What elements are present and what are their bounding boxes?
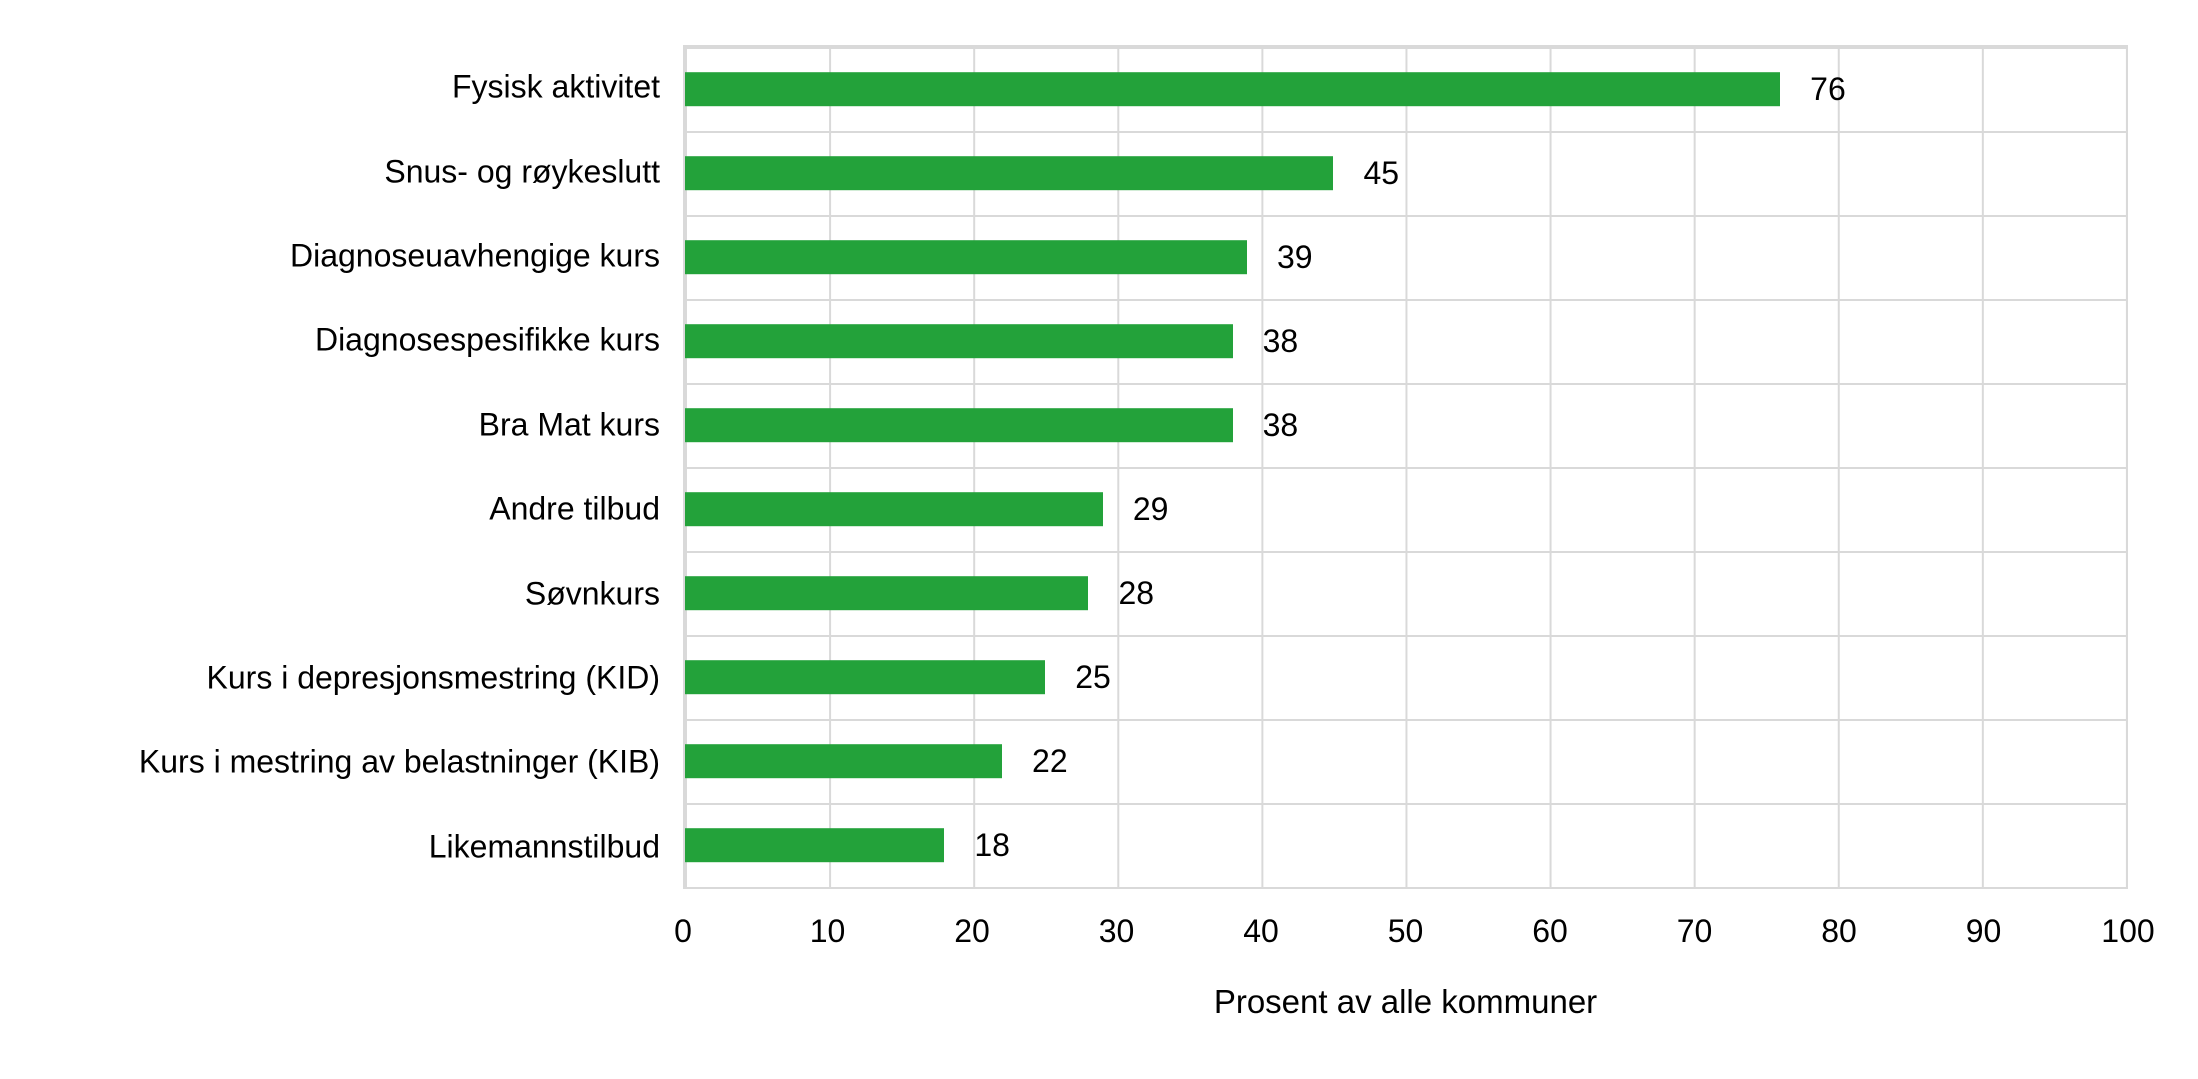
category-label: Bra Mat kurs xyxy=(478,406,660,443)
value-label: 22 xyxy=(1032,743,1068,779)
bar xyxy=(685,744,1003,778)
bar xyxy=(685,828,945,862)
value-label: 29 xyxy=(1132,491,1169,527)
value-label: 28 xyxy=(1118,575,1155,611)
category-label: Søvnkurs xyxy=(524,575,660,612)
plot-area: 76 45 39 38 38 29 28 25 22 18 xyxy=(683,45,2128,889)
x-axis-title: Prosent av alle kommuner xyxy=(1213,983,1598,1020)
value-label: 76 xyxy=(1810,71,1846,107)
category-label: Fysisk aktivitet xyxy=(451,68,660,105)
category-label: Diagnoseuavhengige kurs xyxy=(289,237,660,274)
value-label: 45 xyxy=(1363,155,1400,191)
category-label: Kurs i depresjonsmestring (KID) xyxy=(206,659,660,696)
category-axis-labels: Fysisk aktivitet Snus- og røykeslutt Diagn… xyxy=(0,45,660,889)
value-label: 38 xyxy=(1262,323,1299,359)
x-tick-label: 20 xyxy=(954,913,990,949)
x-tick-label: 80 xyxy=(1821,913,1857,949)
category-label: Snus- og røykeslutt xyxy=(384,153,660,190)
bar xyxy=(685,156,1334,190)
value-label: 25 xyxy=(1075,659,1111,695)
bar xyxy=(685,72,1781,106)
x-tick-label: 0 xyxy=(674,913,692,949)
value-label: 38 xyxy=(1262,407,1299,443)
x-tick-label: 70 xyxy=(1676,913,1713,949)
category-label: Kurs i mestring av belastninger (KIB) xyxy=(138,743,660,780)
x-tick-label: 50 xyxy=(1387,913,1424,949)
value-label: 39 xyxy=(1276,239,1313,275)
bar xyxy=(685,324,1233,358)
bar xyxy=(685,492,1103,526)
x-axis-tick-labels: 0 10 20 30 40 50 60 70 80 90 100 xyxy=(674,913,2155,960)
bar xyxy=(685,576,1089,610)
bar xyxy=(685,240,1247,274)
category-label: Diagnosespesifikke kurs xyxy=(314,321,660,358)
category-label: Andre tilbud xyxy=(489,490,660,527)
x-tick-label: 100 xyxy=(2101,913,2155,949)
category-label: Likemannstilbud xyxy=(428,828,660,865)
bar xyxy=(685,408,1233,442)
x-tick-label: 90 xyxy=(1965,913,2002,949)
bar xyxy=(685,660,1046,694)
x-tick-label: 30 xyxy=(1098,913,1135,949)
x-tick-label: 40 xyxy=(1243,913,1279,949)
value-label: 18 xyxy=(974,827,1010,863)
x-tick-label: 60 xyxy=(1532,913,1568,949)
x-tick-label: 10 xyxy=(809,913,846,949)
